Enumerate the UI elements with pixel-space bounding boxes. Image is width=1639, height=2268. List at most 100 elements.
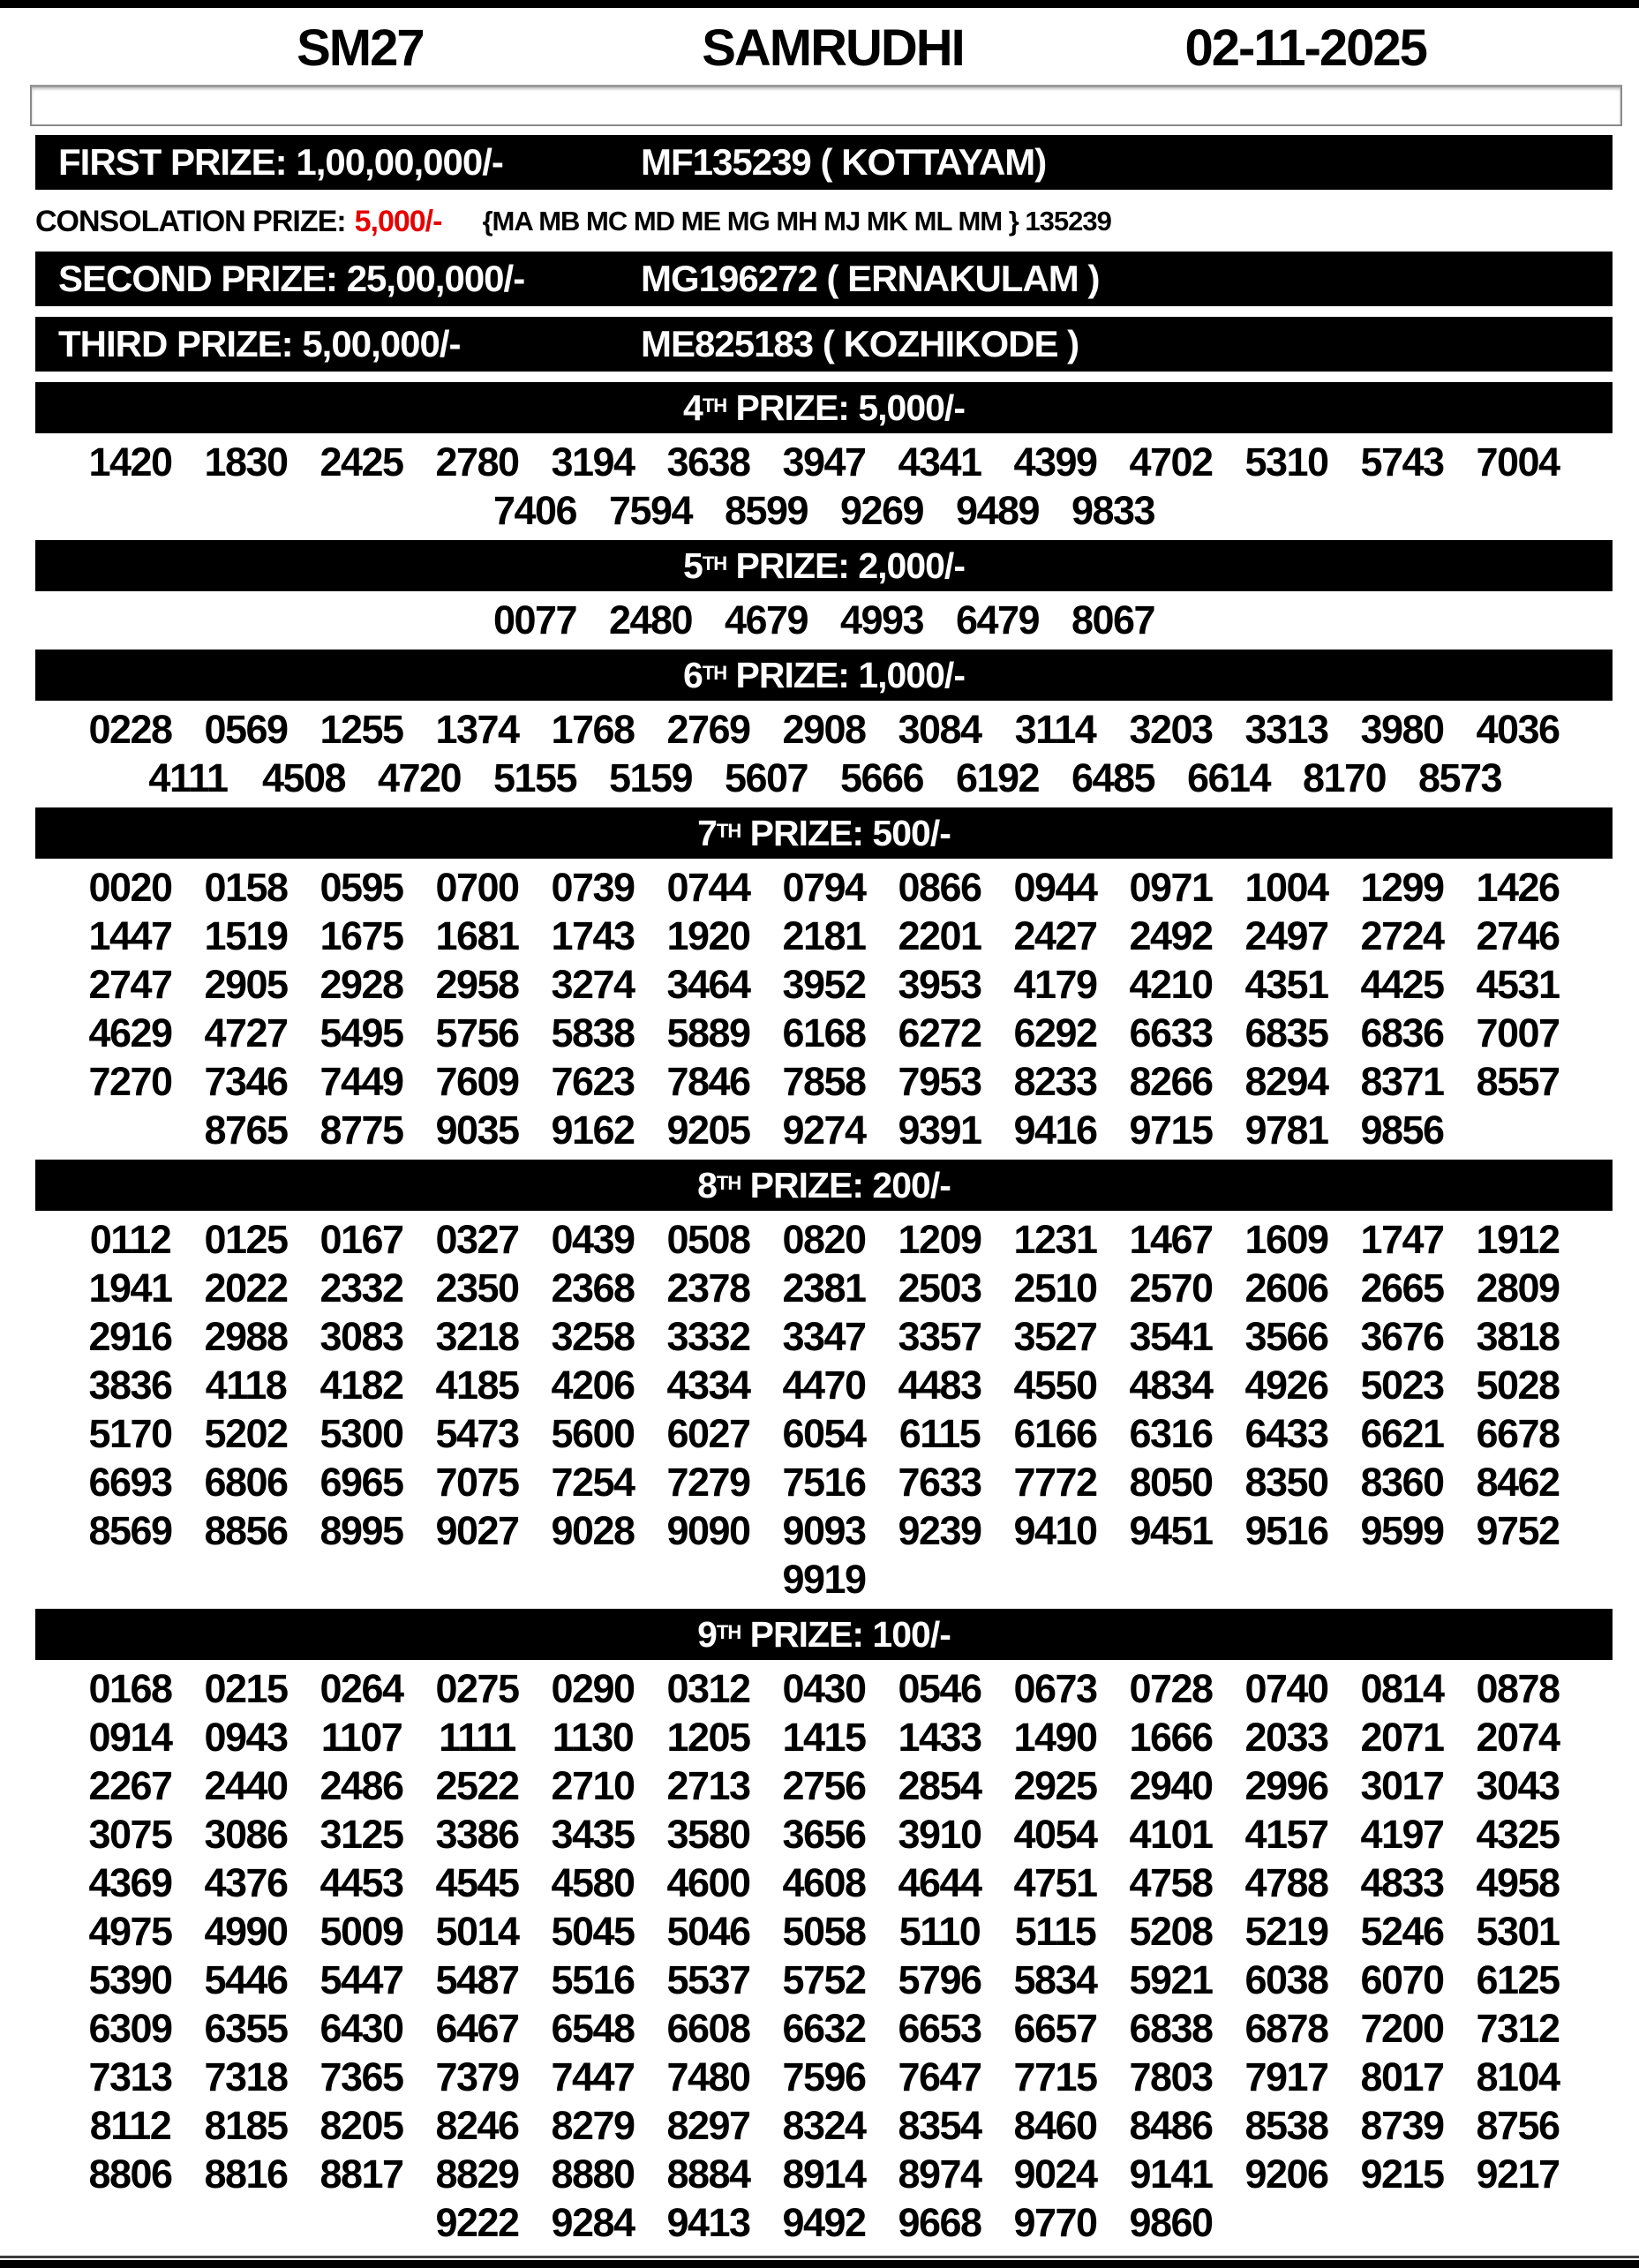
prize-number: 8817 xyxy=(320,2151,404,2197)
prize-number: 0943 xyxy=(204,1714,289,1760)
prize-number: 4036 xyxy=(1476,706,1560,752)
prize-number: 0158 xyxy=(204,864,289,910)
prize-number: 8557 xyxy=(1476,1058,1560,1104)
tier-5th-numbers-grid: 0077 2480 4679 4993 6479 8067 xyxy=(0,591,1639,650)
prize-number: 6548 xyxy=(551,2005,635,2051)
prize-number: 0728 xyxy=(1129,1665,1214,1711)
prize-number: 7007 xyxy=(1476,1010,1560,1055)
prize-number: 2988 xyxy=(204,1313,289,1359)
number-row: 9919 xyxy=(35,1555,1613,1603)
prize-number: 7406 xyxy=(492,487,578,533)
prize-number: 6115 xyxy=(898,1410,981,1456)
prize-number: 7803 xyxy=(1129,2054,1214,2099)
prize-number: 8350 xyxy=(1244,1459,1329,1505)
prize-number: 3947 xyxy=(782,439,867,484)
prize-number: 9027 xyxy=(435,1507,520,1553)
prize-number: 8324 xyxy=(782,2102,867,2148)
prize-number: 3347 xyxy=(782,1313,867,1359)
prize-number: 7379 xyxy=(435,2054,520,2099)
prize-number: 4118 xyxy=(205,1362,288,1408)
prize-number: 8829 xyxy=(435,2151,520,2197)
tier-5th-prize-section: 5 TH PRIZE: 2,000/- 0077 2480 4679 4993 6479 80… xyxy=(0,540,1639,650)
prize-number: 0595 xyxy=(320,864,404,910)
number-row: 4629 4727 5495 5756 5838 5889 6168 6272 6292 6633… xyxy=(35,1009,1613,1057)
prize-number: 2480 xyxy=(608,597,694,642)
prize-number: 3125 xyxy=(320,1811,404,1857)
prize-number: 2378 xyxy=(666,1265,751,1310)
prize-number: 2486 xyxy=(320,1762,404,1808)
prize-number: 3086 xyxy=(204,1811,289,1857)
prize-number: 2925 xyxy=(1013,1762,1098,1808)
prize-number: 7365 xyxy=(320,2054,404,2099)
prize-number: 9269 xyxy=(839,487,925,533)
prize-number: 5023 xyxy=(1360,1362,1445,1408)
prize-number: 6657 xyxy=(1013,2005,1098,2051)
prize-number: 8884 xyxy=(666,2151,751,2197)
prize-number: 7715 xyxy=(1013,2054,1098,2099)
prize-number: 0264 xyxy=(320,1665,404,1711)
prize-number: 5045 xyxy=(551,1908,635,1954)
prize-number: 6467 xyxy=(435,2005,520,2051)
prize-number: 5310 xyxy=(1244,439,1329,484)
number-row: 0020 0158 0595 0700 0739 0744 0794 0866 0944 0971… xyxy=(35,863,1613,912)
prize-number: 3910 xyxy=(898,1811,982,1857)
prize-number: 7609 xyxy=(435,1058,520,1104)
number-row: 2747 2905 2928 2958 3274 3464 3952 3953 4179 4210… xyxy=(35,960,1613,1009)
prize-number: 2267 xyxy=(88,1762,173,1808)
prize-number: 5170 xyxy=(88,1410,173,1456)
search-input[interactable] xyxy=(30,85,1622,126)
prize-number: 1415 xyxy=(782,1714,867,1760)
prize-number: 4727 xyxy=(204,1010,289,1055)
prize-number: 0820 xyxy=(782,1216,867,1262)
prize-number: 1447 xyxy=(88,912,173,958)
prize-number: 5046 xyxy=(666,1908,751,1954)
prize-number: 0914 xyxy=(88,1714,173,1760)
prize-number: 8739 xyxy=(1360,2102,1445,2148)
prize-number: 8279 xyxy=(551,2102,635,2148)
number-row: 1447 1519 1675 1681 1743 1920 2181 2201 2427 2492… xyxy=(35,912,1613,960)
number-row: 0914 0943 1107 1111 1130 1205 1415 1433 1490 1666… xyxy=(35,1713,1613,1761)
prize-number: 1490 xyxy=(1013,1714,1098,1760)
prize-number: 2368 xyxy=(551,1265,635,1310)
prize-number: 6835 xyxy=(1244,1010,1329,1055)
prize-number: 7313 xyxy=(88,2054,173,2099)
prize-number: 5390 xyxy=(88,1956,173,2002)
prize-number: 0275 xyxy=(435,1665,520,1711)
prize-number: 7633 xyxy=(898,1459,982,1505)
prize-number: 6038 xyxy=(1244,1956,1329,2002)
prize-number: 4926 xyxy=(1244,1362,1329,1408)
prize-number: 9024 xyxy=(1013,2151,1098,2197)
prize-number: 4376 xyxy=(204,1859,289,1905)
prize-number: 4580 xyxy=(551,1859,635,1905)
prize-number: 8914 xyxy=(782,2151,867,2197)
prize-number: 5300 xyxy=(320,1410,404,1456)
prize-number: 8170 xyxy=(1302,755,1387,800)
prize-number: 1299 xyxy=(1360,864,1445,910)
number-row: 4975 4990 5009 5014 5045 5046 5058 5110 5115 5208… xyxy=(35,1907,1613,1956)
prize-number: 1111 xyxy=(439,1714,516,1760)
prize-number: 3386 xyxy=(435,1811,520,1857)
prize-number: 0077 xyxy=(492,597,578,642)
prize-number: 8806 xyxy=(88,2151,173,2197)
prize-number: 4351 xyxy=(1244,961,1329,1007)
prize-number: 9215 xyxy=(1360,2151,1445,2197)
prize-number: 6965 xyxy=(320,1459,404,1505)
prize-number: 4453 xyxy=(320,1859,404,1905)
prize-number: 5600 xyxy=(551,1410,635,1456)
tier-sections: 4 TH PRIZE: 5,000/- 1420 1830 2425 2780 3194 36… xyxy=(0,382,1639,2252)
prize-number: 9391 xyxy=(898,1107,982,1153)
prize-number: 4629 xyxy=(88,1010,173,1055)
prize-number: 3566 xyxy=(1244,1313,1329,1359)
prize-number: 4679 xyxy=(724,597,809,642)
prize-number: 7449 xyxy=(320,1058,404,1104)
prize-number: 4958 xyxy=(1476,1859,1560,1905)
prize-number: 3580 xyxy=(666,1811,751,1857)
prize-number: 7346 xyxy=(204,1058,289,1104)
prize-number: 2958 xyxy=(435,961,520,1007)
prize-number: 4197 xyxy=(1360,1811,1445,1857)
prize-number: 5208 xyxy=(1129,1908,1214,1954)
consolation-amount: 5,000/- xyxy=(354,204,443,238)
number-row: 5390 5446 5447 5487 5516 5537 5752 5796 5834 5921… xyxy=(35,1956,1613,2004)
prize-number: 8205 xyxy=(320,2102,404,2148)
prize-number: 9451 xyxy=(1129,1507,1214,1553)
